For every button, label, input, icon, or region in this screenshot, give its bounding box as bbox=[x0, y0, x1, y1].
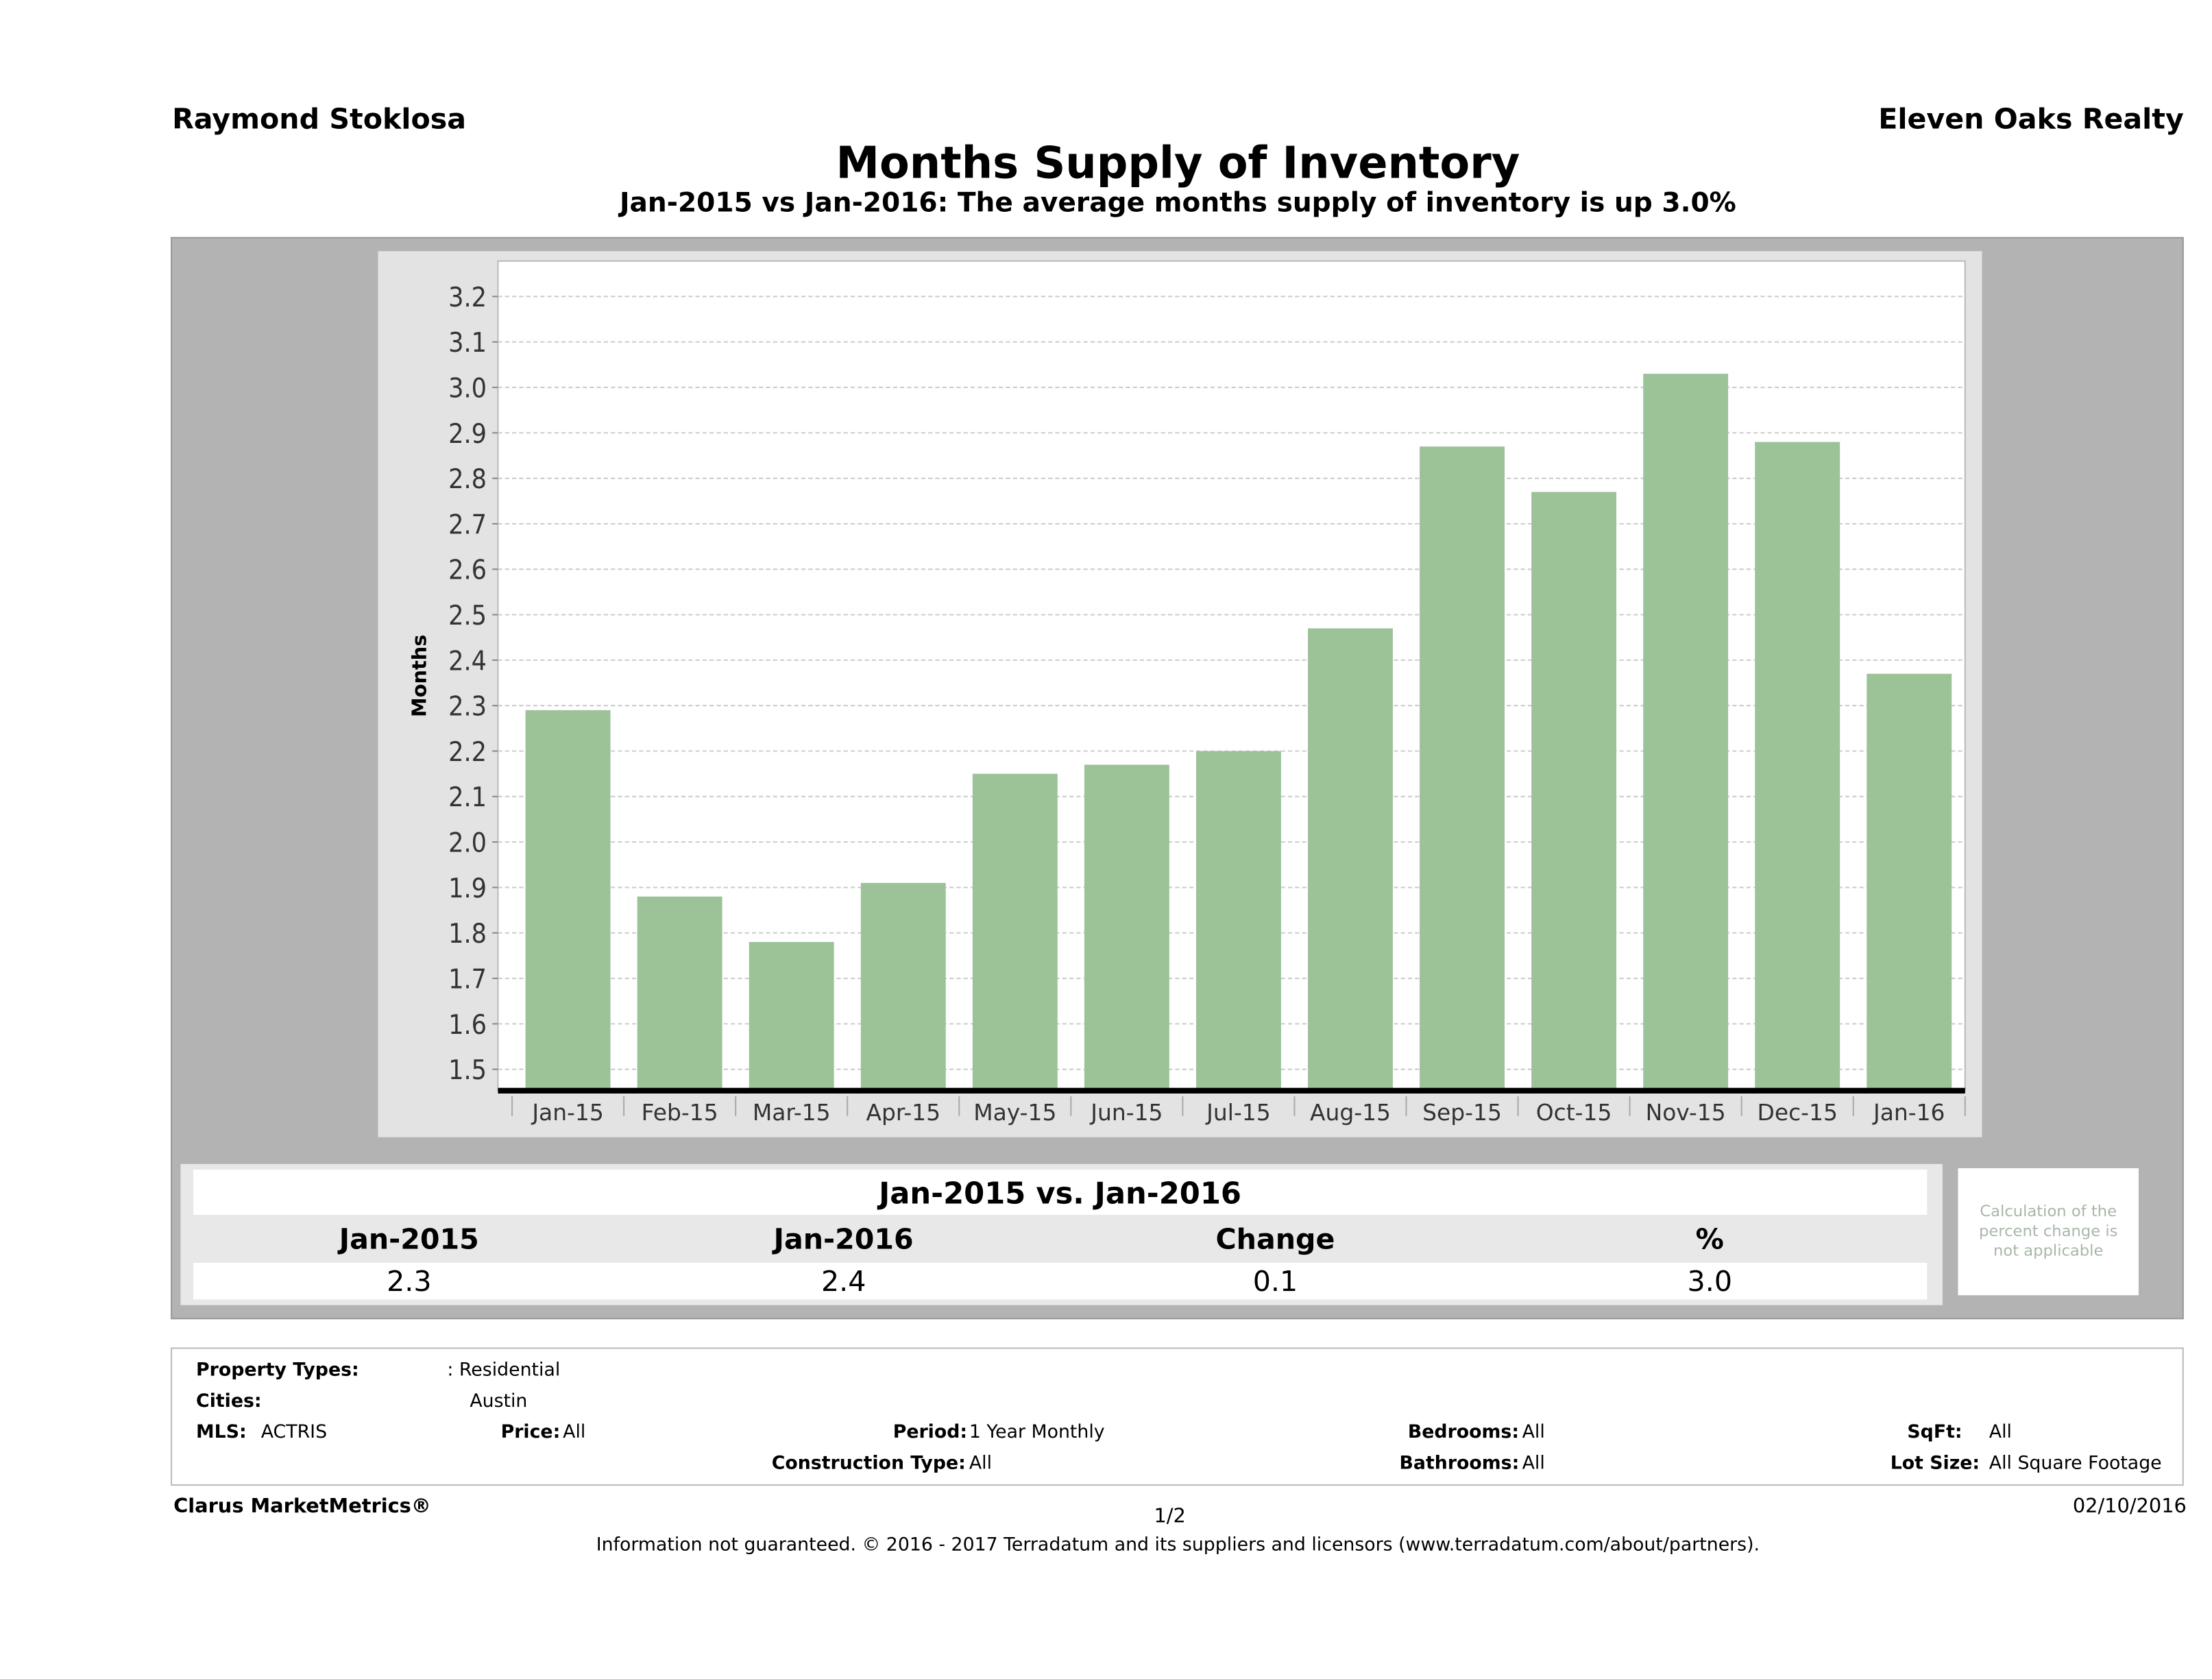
x-tick-label: Jul-15 bbox=[1205, 1099, 1270, 1126]
bar bbox=[1308, 628, 1393, 1091]
label: SqFt: bbox=[1907, 1422, 1962, 1444]
x-tick-label: Jan-15 bbox=[531, 1099, 603, 1126]
company-name: Eleven Oaks Realty bbox=[1878, 101, 2184, 136]
x-tick-label: Sep-15 bbox=[1422, 1099, 1502, 1126]
x-tick-label: Apr-15 bbox=[866, 1099, 940, 1126]
y-tick-label: 3.1 bbox=[448, 328, 487, 359]
bar bbox=[525, 710, 611, 1091]
x-tick-label: Dec-15 bbox=[1757, 1099, 1837, 1126]
label: Price: bbox=[500, 1422, 561, 1444]
value-cell: 0.1 bbox=[1252, 1264, 1298, 1298]
y-tick-label: 3.0 bbox=[448, 373, 487, 404]
y-tick-label: 2.7 bbox=[448, 509, 487, 540]
y-tick-label: 2.6 bbox=[448, 555, 487, 586]
label: Construction Type: bbox=[771, 1453, 966, 1475]
value-cell: 3.0 bbox=[1687, 1264, 1733, 1298]
value: All bbox=[969, 1453, 993, 1475]
value: All bbox=[1522, 1422, 1545, 1444]
value: Austin bbox=[470, 1391, 528, 1413]
x-tick-label: Aug-15 bbox=[1310, 1099, 1391, 1126]
value: ACTRIS bbox=[260, 1422, 328, 1444]
percent-note: Calculation of the percent change is not… bbox=[1958, 1168, 2139, 1296]
percent-note-text: Calculation of the percent change is not… bbox=[1978, 1202, 2118, 1260]
bar bbox=[637, 896, 722, 1091]
bar bbox=[860, 882, 946, 1091]
label: Property Types: bbox=[196, 1360, 359, 1381]
x-tick-label: Mar-15 bbox=[753, 1099, 831, 1126]
value-cell: 2.4 bbox=[821, 1264, 866, 1298]
page-title: Months Supply of Inventory bbox=[836, 138, 1520, 189]
label: Bedrooms: bbox=[1407, 1422, 1520, 1444]
bar bbox=[749, 942, 834, 1091]
value: All Square Footage bbox=[1989, 1453, 2162, 1475]
y-tick-label: 1.6 bbox=[448, 1010, 487, 1041]
y-tick-label: 2.2 bbox=[448, 737, 487, 768]
x-tick-label: Jun-15 bbox=[1089, 1099, 1163, 1126]
col-header: % bbox=[1695, 1222, 1724, 1256]
y-tick-label: 2.9 bbox=[448, 419, 487, 450]
col-header: Jan-2015 bbox=[339, 1222, 479, 1256]
label: Lot Size: bbox=[1890, 1453, 1980, 1475]
value-cell: 2.3 bbox=[387, 1264, 432, 1298]
col-header: Jan-2016 bbox=[773, 1222, 914, 1256]
x-tick-label: Oct-15 bbox=[1536, 1099, 1612, 1126]
value: All bbox=[1522, 1453, 1545, 1475]
y-tick-label: 2.4 bbox=[448, 646, 487, 677]
report-date: 02/10/2016 bbox=[2072, 1495, 2187, 1519]
label: MLS: bbox=[196, 1422, 247, 1444]
page-subtitle: Jan-2015 vs Jan-2016: The average months… bbox=[619, 187, 1736, 219]
comparison-table: Jan-2015 vs. Jan-2016 Jan-2015 Jan-2016 … bbox=[180, 1163, 1943, 1305]
comparison-header-row: Jan-2015 Jan-2016 Change % bbox=[193, 1219, 1927, 1260]
bar bbox=[1755, 442, 1840, 1091]
y-tick-label: 1.9 bbox=[448, 873, 487, 904]
x-tick-label: Feb-15 bbox=[642, 1099, 718, 1126]
value: : Residential bbox=[447, 1360, 561, 1381]
label: Bathrooms: bbox=[1399, 1453, 1520, 1475]
label: Period: bbox=[892, 1422, 968, 1444]
agent-name: Raymond Stoklosa bbox=[172, 101, 467, 136]
y-tick-label: 3.2 bbox=[448, 282, 487, 313]
label: Cities: bbox=[196, 1391, 262, 1413]
y-tick-label: 2.0 bbox=[448, 828, 487, 859]
comparison-title: Jan-2015 vs. Jan-2016 bbox=[193, 1170, 1928, 1215]
col-header: Change bbox=[1215, 1222, 1335, 1256]
x-tick-label: May-15 bbox=[973, 1099, 1056, 1126]
y-axis-label: Months bbox=[408, 635, 431, 717]
bar bbox=[1531, 492, 1617, 1091]
bar bbox=[1420, 446, 1505, 1091]
bar-chart: 1.5 1.6 1.7 1.8 1.9 2.0 2.1 2.2 2.3 2.4 2.5 2.6 2.7 2… bbox=[408, 260, 1966, 1126]
bar bbox=[1867, 673, 1952, 1091]
bar bbox=[972, 773, 1058, 1091]
value: All bbox=[1989, 1422, 2012, 1444]
footer-brand: Clarus MarketMetrics® bbox=[173, 1495, 431, 1519]
bar bbox=[1084, 764, 1169, 1091]
y-tick-label: 2.3 bbox=[448, 692, 487, 723]
disclaimer: Information not guaranteed. © 2016 - 201… bbox=[596, 1535, 1760, 1556]
y-tick-label: 2.8 bbox=[448, 464, 487, 495]
y-tick-label: 1.5 bbox=[448, 1055, 487, 1086]
comparison-value-row: 2.3 2.4 0.1 3.0 bbox=[193, 1262, 1928, 1300]
y-tick-label: 1.8 bbox=[448, 919, 487, 950]
value: All bbox=[563, 1422, 586, 1444]
value: 1 Year Monthly bbox=[969, 1422, 1105, 1444]
x-tick-label: Jan-16 bbox=[1872, 1099, 1945, 1126]
y-tick-label: 2.5 bbox=[448, 601, 487, 631]
bar bbox=[1195, 751, 1281, 1091]
criteria-box: Property Types: : Residential Cities: Au… bbox=[171, 1347, 2184, 1486]
page-number: 1/2 bbox=[1154, 1505, 1186, 1528]
y-tick-label: 1.7 bbox=[448, 964, 487, 995]
y-tick-label: 2.1 bbox=[448, 782, 487, 813]
x-tick-label: Nov-15 bbox=[1646, 1099, 1726, 1126]
bar bbox=[1643, 374, 1729, 1091]
